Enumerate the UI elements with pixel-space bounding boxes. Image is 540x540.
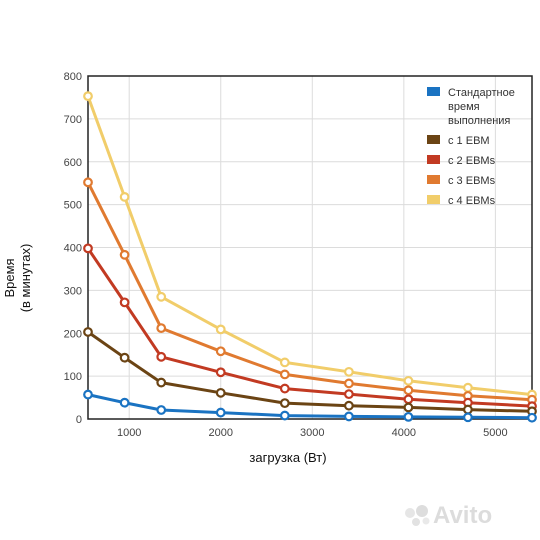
data-point: [403, 394, 414, 405]
legend-label: Стандартное: [448, 87, 515, 99]
data-point: [403, 375, 414, 386]
x-tick-label: 1000: [117, 427, 141, 439]
data-point: [83, 91, 93, 102]
legend-label: с 2 EBMs: [448, 155, 496, 167]
series-group: [83, 91, 537, 423]
data-point: [156, 405, 167, 415]
legend-swatch: [427, 175, 440, 184]
data-point: [83, 389, 93, 400]
series-4: [83, 91, 537, 400]
legend-swatch: [427, 135, 440, 144]
data-point: [403, 411, 414, 422]
watermark: Avito: [405, 502, 492, 529]
data-point: [344, 366, 354, 377]
data-point: [119, 397, 130, 408]
data-point: [215, 367, 226, 378]
watermark-dot-3: [412, 518, 420, 526]
data-point: [119, 192, 130, 202]
legend-label: с 4 EBMs: [448, 195, 496, 207]
data-point: [215, 324, 226, 335]
watermark-dot-1: [405, 508, 415, 518]
data-point: [279, 369, 290, 380]
data-point: [215, 346, 226, 357]
y-axis-title-line-1: Время: [2, 258, 17, 297]
data-point: [215, 387, 226, 398]
data-point: [463, 382, 473, 393]
data-point: [527, 412, 537, 423]
x-axis-title: загрузка (Вт): [249, 450, 326, 465]
y-tick-label: 500: [64, 200, 82, 212]
legend-label: с 1 EBM: [448, 135, 490, 147]
data-point: [279, 383, 290, 394]
legend-label: с 3 EBMs: [448, 175, 496, 187]
legend: Стандартное время выполнения с 1 EBM с 2 EBM…: [427, 87, 515, 207]
legend-item-3: с 3 EBMs: [427, 175, 496, 187]
y-tick-label: 200: [64, 328, 82, 340]
series-2: [83, 243, 537, 412]
legend-item-2: с 2 EBMs: [427, 155, 496, 167]
data-point: [215, 407, 226, 418]
data-point: [344, 411, 354, 422]
data-point: [344, 378, 354, 389]
legend-label: время: [448, 101, 480, 113]
data-point: [156, 351, 167, 362]
x-tick-label: 4000: [392, 427, 416, 439]
watermark-dot-2: [416, 505, 428, 517]
data-point: [403, 402, 414, 413]
x-tick-label: 3000: [300, 427, 324, 439]
series-1: [83, 327, 537, 417]
data-point: [119, 297, 130, 308]
data-point: [83, 177, 93, 188]
y-tick-label: 100: [64, 371, 82, 383]
data-point: [156, 323, 167, 334]
y-tick-label: 300: [64, 285, 82, 297]
legend-swatch: [427, 87, 440, 96]
data-point: [344, 389, 354, 400]
y-tick-label: 800: [64, 71, 82, 83]
data-point: [463, 404, 473, 415]
data-point: [83, 327, 93, 337]
data-point: [119, 352, 130, 363]
y-tick-label: 600: [64, 157, 82, 169]
y-tick-label: 400: [64, 243, 82, 255]
data-point: [156, 377, 167, 388]
y-axis-title-line-2: (в минутах): [18, 244, 33, 313]
legend-swatch: [427, 195, 440, 204]
data-point: [403, 385, 414, 396]
data-point: [83, 243, 93, 254]
data-point: [156, 291, 167, 302]
data-point: [119, 249, 130, 260]
series-0: [83, 389, 537, 423]
legend-swatch: [427, 155, 440, 164]
watermark-text: Avito: [433, 502, 492, 529]
legend-item-1: с 1 EBM: [427, 135, 490, 147]
y-tick-label: 700: [64, 114, 82, 126]
data-point: [279, 398, 290, 409]
legend-label: выполнения: [448, 115, 510, 127]
x-axis-ticks: 1000 2000 3000 4000 5000: [117, 427, 508, 439]
legend-item-4: с 4 EBMs: [427, 195, 496, 207]
x-tick-label: 5000: [483, 427, 507, 439]
watermark-dot-4: [422, 517, 430, 525]
data-point: [279, 357, 290, 368]
y-tick-label: 0: [76, 414, 82, 426]
data-point: [344, 400, 354, 411]
data-point: [463, 412, 473, 423]
grid: [88, 76, 532, 419]
y-axis-title: Время (в минутах): [2, 244, 33, 313]
series-3: [83, 177, 537, 405]
legend-item-0: Стандартное время выполнения: [427, 87, 515, 127]
x-tick-label: 2000: [209, 427, 233, 439]
data-point: [279, 410, 290, 421]
y-axis-ticks: 0 100 200 300 400 500 600 700 800: [64, 71, 82, 426]
